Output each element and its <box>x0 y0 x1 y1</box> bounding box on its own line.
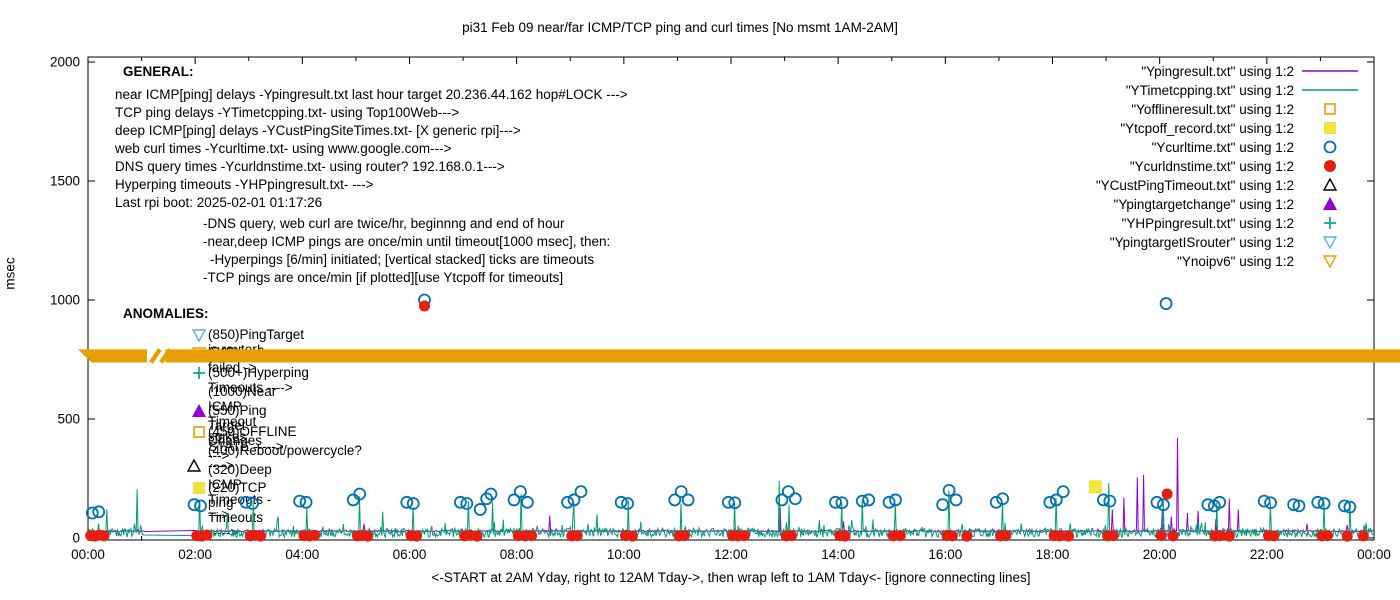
triangle-up-icon <box>186 458 202 472</box>
triangle-down-icon <box>191 329 207 342</box>
legend-label: "YCustPingTimeout.txt" using 1:2 <box>1095 177 1294 193</box>
legend-label: "Ypingresult.txt" using 1:2 <box>1141 63 1294 79</box>
line-sample-icon <box>1302 70 1358 72</box>
legend-item: "Ypingresult.txt" using 1:2 <box>1141 63 1360 79</box>
triangle-down-icon <box>1322 255 1338 268</box>
x-axis-label: <-START at 2AM Yday, right to 12AM Tday-… <box>431 570 1031 585</box>
legend-item: "YTimetcpping.txt" using 1:2 <box>1126 82 1360 98</box>
legend-label: "Ytcpoff_record.txt" using 1:2 <box>1120 120 1294 136</box>
chart-title: pi31 Feb 09 near/far ICMP/TCP ping and c… <box>462 20 898 35</box>
triangle-up-icon <box>192 404 206 417</box>
circle-icon <box>1324 160 1336 172</box>
anomaly-label: (220)TCP ping Timeouts -----> <box>208 480 267 540</box>
legend-label: "YpingtargetISrouter" using 1:2 <box>1109 234 1294 250</box>
square-icon <box>193 482 205 494</box>
legend-label: "Ynoipv6" using 1:2 <box>1177 253 1294 269</box>
triangle-down-icon <box>191 347 207 360</box>
legend-label: "Ypingtargetchange" using 1:2 <box>1113 196 1294 212</box>
square-icon <box>1324 122 1336 134</box>
legend-label: "Ycurltime.txt" using 1:2 <box>1151 139 1294 155</box>
legend-item: "Yofflineresult.txt" using 1:2 <box>1131 101 1360 117</box>
legend-label: "Ycurldnstime.txt" using 1:2 <box>1129 158 1294 174</box>
triangle-up-icon <box>1322 178 1338 191</box>
line-sample-icon <box>1302 89 1358 91</box>
square-icon <box>193 426 205 438</box>
legend-item: "Ytcpoff_record.txt" using 1:2 <box>1120 120 1360 136</box>
legend-item: "YpingtargetISrouter" using 1:2 <box>1110 234 1360 250</box>
y-axis-label: msec <box>2 257 18 290</box>
square-icon <box>1324 103 1336 115</box>
legend-label: "YTimetcpping.txt" using 1:2 <box>1125 82 1294 98</box>
plus-icon <box>1324 217 1336 229</box>
legend-item: "Ycurldnstime.txt" using 1:2 <box>1130 158 1360 174</box>
legend-label: "YHPpingresult.txt" using 1:2 <box>1121 215 1294 231</box>
triangle-down-icon <box>1322 236 1338 249</box>
legend-item: "YCustPingTimeout.txt" using 1:2 <box>1096 177 1360 193</box>
legend-item: "Ynoipv6" using 1:2 <box>1177 253 1360 269</box>
legend-item: "YHPpingresult.txt" using 1:2 <box>1122 215 1360 231</box>
triangle-up-icon <box>1323 197 1337 210</box>
legend-item: "Ycurltime.txt" using 1:2 <box>1152 139 1360 155</box>
legend-item: "Ypingtargetchange" using 1:2 <box>1114 196 1360 212</box>
anomalies-heading: ANOMALIES: <box>123 306 209 321</box>
legend-label: "Yofflineresult.txt" using 1:2 <box>1131 101 1294 117</box>
anomalies-block: ANOMALIES: (850)PingTarget is router! (7… <box>123 0 723 600</box>
plus-icon <box>193 367 205 379</box>
circle-icon <box>1323 140 1337 154</box>
